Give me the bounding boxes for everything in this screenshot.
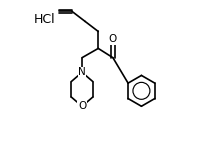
Text: O: O: [78, 101, 86, 111]
Text: N: N: [78, 67, 86, 77]
Text: O: O: [109, 34, 117, 44]
Text: HCl: HCl: [34, 13, 55, 26]
